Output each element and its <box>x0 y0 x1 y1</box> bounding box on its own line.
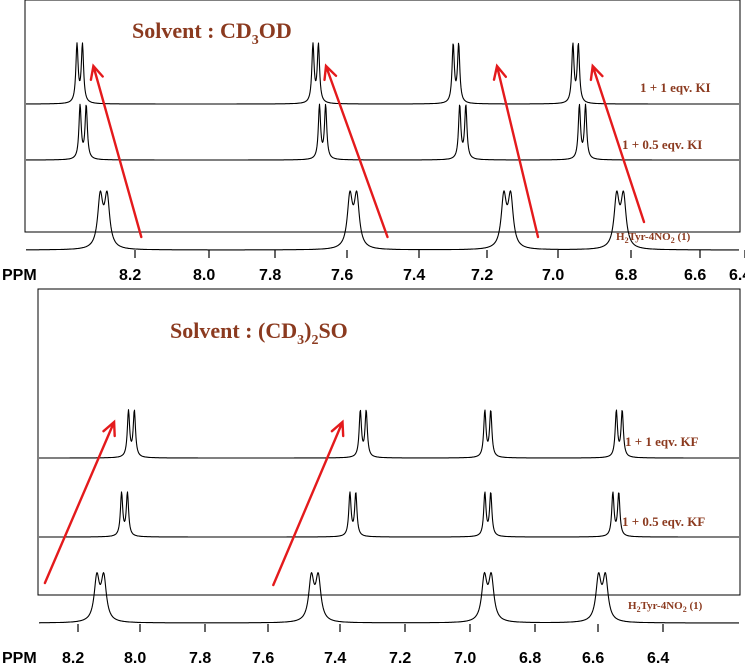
x-tick-label: 7.2 <box>389 650 411 667</box>
x-tick-label: 8.0 <box>124 650 146 667</box>
spectrum-trace <box>25 190 740 251</box>
shift-arrow <box>43 419 116 585</box>
x-tick-label: 6.4 <box>729 267 745 284</box>
x-tick-label: 8.2 <box>62 650 84 667</box>
x-axis-label: PPM <box>2 650 37 667</box>
plot-frame <box>24 0 741 233</box>
trace-label: H2Tyr-4NO2 (1) <box>616 231 691 245</box>
shift-arrow <box>492 63 540 239</box>
shift-arrow <box>589 63 646 224</box>
shift-arrow <box>272 419 345 587</box>
trace-label: 1 + 0.5 eqv. KF <box>622 514 705 529</box>
x-tick-label: 6.6 <box>582 650 604 667</box>
x-tick-label: 7.2 <box>471 267 493 284</box>
x-tick-label: 8.2 <box>119 267 141 284</box>
shift-arrow <box>89 63 143 239</box>
plot-frame <box>37 288 741 596</box>
solvent-title: Solvent : CD3OD <box>132 18 292 48</box>
x-tick-label: 8.0 <box>193 267 215 284</box>
x-tick-label: 7.8 <box>189 650 211 667</box>
panel-dmso: 8.2 8.0 7.8 7.6 7.4 7.2 7.0 6.8 6.6 6.4 PPM Solvent… <box>2 288 741 667</box>
x-tick-label: 7.4 <box>403 267 425 284</box>
spectrum-trace <box>38 571 740 624</box>
spectrum-trace <box>25 42 740 105</box>
x-axis-label: PPM <box>2 267 37 284</box>
x-tick-label: 7.4 <box>324 650 346 667</box>
x-tick-label: 7.8 <box>259 267 281 284</box>
x-tick-label: 7.0 <box>542 267 564 284</box>
trace-label: H2Tyr-4NO2 (1) <box>628 600 703 614</box>
spectrum-trace <box>38 409 740 459</box>
spectrum-trace <box>38 491 740 538</box>
x-tick-label: 6.8 <box>519 650 541 667</box>
trace-label: 1 + 1 eqv. KF <box>625 434 699 449</box>
spectrum-trace <box>25 103 740 161</box>
x-tick-label: 7.0 <box>454 650 476 667</box>
x-tick-label: 6.4 <box>647 650 669 667</box>
x-tick-label: 6.8 <box>615 267 637 284</box>
x-tick-label: 7.6 <box>252 650 274 667</box>
trace-label: 1 + 1 eqv. KI <box>640 80 711 95</box>
x-tick-label: 7.6 <box>331 267 353 284</box>
trace-label: 1 + 0.5 eqv. KI <box>622 137 702 152</box>
x-tick-label: 6.6 <box>684 267 706 284</box>
solvent-title: Solvent : (CD3)2SO <box>170 318 348 348</box>
shift-arrow <box>323 63 389 239</box>
panel-cd3od: 8.2 8.0 7.8 7.6 7.4 7.2 7.0 6.8 6.6 6.4 PPM Solvent… <box>2 0 745 284</box>
